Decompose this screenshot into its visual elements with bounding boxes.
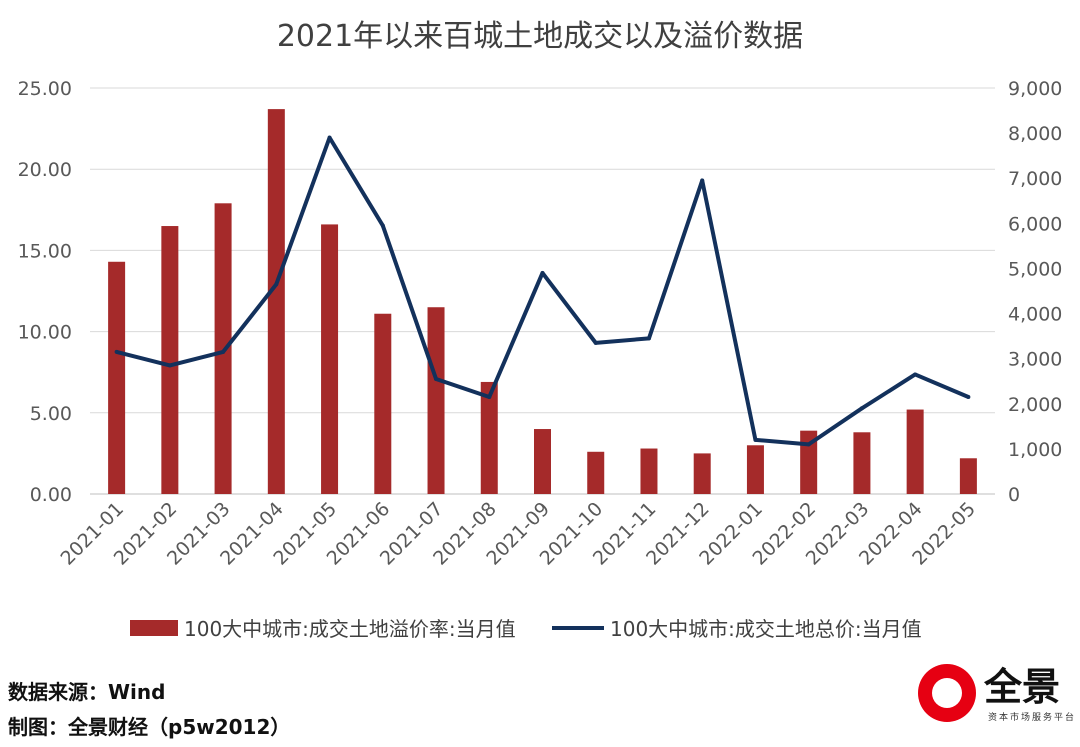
bar <box>214 203 232 494</box>
bar <box>534 429 551 494</box>
legend-line-label: 100大中城市:成交土地总价:当月值 <box>610 617 922 641</box>
right-axis: 0 1,000 2,000 3,000 4,000 5,000 6,000 7,000 8,00… <box>1008 78 1062 506</box>
legend-bar-label: 100大中城市:成交土地溢价率:当月值 <box>184 617 516 641</box>
right-tick-label: 0 <box>1008 484 1020 506</box>
bar <box>267 109 285 494</box>
bar <box>321 224 339 494</box>
line-point <box>806 442 811 447</box>
x-axis: 2021-012021-022021-032021-042021-052021-… <box>56 498 979 570</box>
line-point <box>487 395 492 400</box>
legend: 100大中城市:成交土地溢价率:当月值 100大中城市:成交土地总价:当月值 <box>130 617 922 641</box>
bar <box>746 445 764 494</box>
line-point <box>167 363 172 368</box>
line-path <box>116 135 970 447</box>
brand-logo: 全景 资本市场服务平台 <box>918 664 1078 724</box>
bar <box>906 409 924 494</box>
line-point <box>753 437 758 442</box>
bar <box>959 458 977 494</box>
right-tick-label: 4,000 <box>1008 304 1062 326</box>
bar <box>374 313 392 494</box>
right-tick-label: 8,000 <box>1008 123 1062 145</box>
bar <box>640 448 658 494</box>
line-point <box>966 395 971 400</box>
logo-icon <box>918 664 976 722</box>
line-point <box>593 340 598 345</box>
left-tick-label: 25.00 <box>18 78 72 100</box>
line-series <box>114 135 971 447</box>
line-point <box>540 270 545 275</box>
line-point <box>327 135 332 140</box>
right-tick-label: 1,000 <box>1008 439 1062 461</box>
right-tick-label: 5,000 <box>1008 258 1062 280</box>
left-tick-label: 10.00 <box>18 322 72 344</box>
right-tick-label: 7,000 <box>1008 168 1062 190</box>
bar <box>693 453 711 494</box>
chart-title: 2021年以来百城土地成交以及溢价数据 <box>277 19 803 54</box>
right-tick-label: 9,000 <box>1008 78 1062 100</box>
left-tick-label: 5.00 <box>30 403 72 425</box>
source-note: 数据来源：Wind <box>8 680 166 704</box>
credit-note: 制图：全景财经（p5w2012） <box>8 715 291 739</box>
line-point <box>434 376 439 381</box>
logo-tagline: 资本市场服务平台 <box>988 713 1077 723</box>
left-axis: 0.00 5.00 10.00 15.00 20.00 25.00 <box>18 78 72 506</box>
line-point <box>646 336 651 341</box>
bar <box>480 381 498 494</box>
line-point <box>274 282 279 287</box>
bar <box>853 432 871 494</box>
left-tick-label: 15.00 <box>18 240 72 262</box>
left-tick-label: 0.00 <box>30 484 72 506</box>
logo-name: 全景 <box>984 665 1061 709</box>
bar <box>161 226 179 495</box>
bar <box>800 430 818 494</box>
right-tick-label: 3,000 <box>1008 349 1062 371</box>
bar <box>587 451 605 494</box>
left-tick-label: 20.00 <box>18 159 72 181</box>
bar <box>427 307 445 494</box>
bar <box>108 261 126 494</box>
line-point <box>380 223 385 228</box>
line-point <box>114 349 119 354</box>
line-point <box>221 349 226 354</box>
right-tick-label: 6,000 <box>1008 213 1062 235</box>
right-tick-label: 2,000 <box>1008 394 1062 416</box>
line-point <box>859 406 864 411</box>
line-point <box>913 372 918 377</box>
line-point <box>700 178 705 183</box>
legend-bar-swatch <box>130 620 178 636</box>
bar-series <box>108 109 977 495</box>
